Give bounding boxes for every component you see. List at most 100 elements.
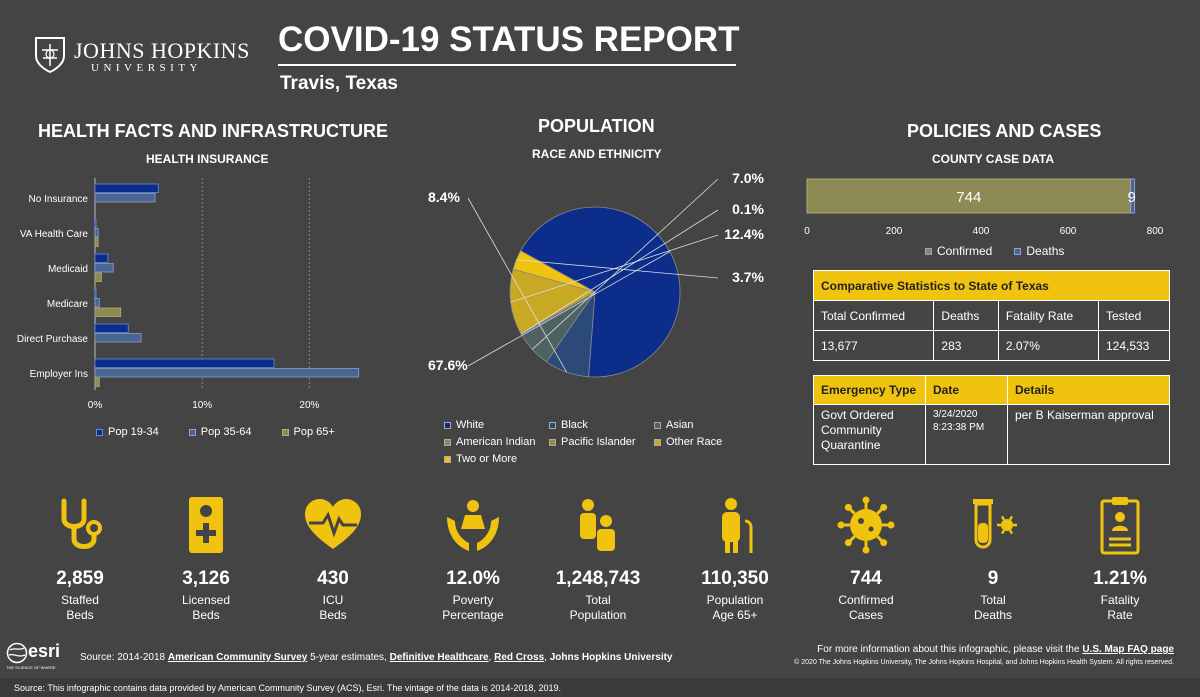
more-info-prefix: For more information about this infograp… [817,644,1083,655]
health-insurance-chart: 0% 10% 20% No Insurance VA Health Care Medica… [17,178,360,411]
globe-icon [6,642,28,664]
comparative-stats-table: Comparative Statistics to State of Texas… [812,270,1171,361]
county-case-legend: Confirmed Deaths [925,244,1064,258]
clipboard-icon [1100,497,1140,555]
stat-value: 2,859 [56,568,104,589]
virus-icon [837,496,895,554]
bar-pop-19-34-medicare [94,288,97,298]
legend-swatch [549,421,556,429]
bar-pop-65-employer-ins [94,377,100,387]
population-section-title: POPULATION [538,116,655,136]
stat-label: Population Age 65+ [706,593,764,622]
bar-pop-19-34-medicaid [94,253,109,263]
more-info-line: For more information about this infograp… [817,644,1174,655]
legend-swatch [549,438,556,446]
jhu-shield-icon [35,37,65,74]
legend-item-white: White [444,419,549,431]
x-tick-label: 10% [192,400,212,411]
bar-pop-35-64-direct-purchase [94,333,142,343]
legend-label: Other Race [666,436,723,448]
bar-pop-65-va-health-care [94,237,99,247]
legend-swatch [96,428,103,436]
elderly-icon [722,498,753,553]
source-mid-2: , [488,652,495,663]
stat-label: Total Deaths [973,593,1013,622]
stat-fatality-rate: 1.21% Fatality Rate [1060,490,1180,623]
legend-item-other-race: Other Race [654,436,754,448]
legend-label: Deaths [1026,244,1065,258]
bottom-source-text: Source: This infographic contains data p… [14,683,561,693]
bar-pop-35-64-medicaid [94,263,114,273]
legend-swatch [188,428,196,436]
legend-label: White [456,419,485,431]
stat-value: 3,126 [182,568,230,589]
legend-item-pop-65: Pop 65+ [281,426,335,438]
family-icon [580,499,615,551]
case-bar-deaths [1130,178,1136,214]
medical-id-icon [189,497,223,553]
legend-item-deaths: Deaths [1014,244,1064,258]
legend-swatch [444,438,451,446]
legend-swatch [281,428,289,436]
copyright-line: © 2020 The Johns Hopkins University, The… [794,659,1174,666]
header-tested: Tested [1097,300,1171,331]
link-definitive-healthcare[interactable]: Definitive Healthcare [389,652,489,663]
bar-pop-35-64-no-insurance [94,193,156,203]
value-deaths: 283 [933,330,999,361]
link-us-map-faq[interactable]: U.S. Map FAQ page [1082,644,1174,655]
stat-label: Total Population [569,593,627,622]
stat-icon-wrap [538,490,658,560]
stat-label: Poverty Percentage [442,593,504,622]
test-tube-virus-icon [973,499,1017,549]
stat-value: 1,248,743 [555,568,641,589]
category-label: VA Health Care [20,229,89,240]
legend-label: Two or More [456,453,518,465]
pie-label-white: 67.6% [428,357,468,373]
stat-icon-wrap [20,490,140,560]
value-fatality-rate: 2.07% [997,330,1099,361]
pie-label-two-or-more: 3.7% [732,269,764,285]
pie-label-black: 8.4% [428,189,460,205]
link-american-community-survey[interactable]: American Community Survey [167,652,308,663]
bar-pop-19-34-no-insurance [94,183,159,193]
bottom-source-bar: Source: This infographic contains data p… [0,678,1200,697]
stat-value: 1.21% [1093,568,1147,589]
stat-label: Confirmed Cases [838,593,894,622]
stat-icon-wrap [675,490,795,560]
location-label: Travis, Texas [280,73,398,94]
bar-pop-35-64-medicare [94,298,100,308]
link-red-cross[interactable]: Red Cross [494,652,545,663]
bar-pop-35-64-employer-ins [94,368,360,378]
comparative-stats-title: Comparative Statistics to State of Texas [813,270,1170,301]
case-x-tick-label: 400 [973,226,990,237]
stat-value: 9 [987,568,999,589]
stat-label: Staffed Beds [61,593,99,622]
legend-label: Pacific Islander [561,436,636,448]
legend-swatch [1014,247,1022,255]
stat-icon-wrap [933,490,1053,560]
emergency-row: Govt Ordered Community Quarantine 3/24/2… [813,404,1170,465]
title-divider [278,64,736,66]
legend-label: Pop 35-64 [200,426,252,438]
health-insurance-title: HEALTH INSURANCE [146,152,269,166]
legend-swatch [654,438,661,446]
stat-poverty-percentage: 12.0% Poverty Percentage [413,490,533,623]
source-mid-1: 5-year estimates, [307,652,390,663]
header-deaths: Deaths [933,300,999,331]
legend-label: Pop 65+ [293,426,335,438]
pie-label-american-indian: 0.1% [732,201,764,217]
emergency-details-value: per B Kaiserman approval [1007,404,1170,465]
jhu-logo: JOHNS HOPKINS UNIVERSITY [34,36,249,76]
case-bar-confirmed [806,178,1132,214]
category-label: Employer Ins [30,369,88,380]
case-x-tick-label: 0 [804,226,810,237]
bar-pop-19-34-employer-ins [94,358,275,368]
bar-pop-19-34-va-health-care [94,218,97,228]
esri-logo: esri THE SCIENCE OF WHERE [6,641,66,672]
stat-label: Fatality Rate [1100,593,1140,622]
legend-label: Confirmed [937,244,993,258]
stat-icon-wrap [1060,490,1180,560]
race-legend: White Black Asian American Indian Pacific Is… [444,419,764,465]
source-mid-3: , [544,652,550,663]
pie-leader-line [467,197,567,373]
